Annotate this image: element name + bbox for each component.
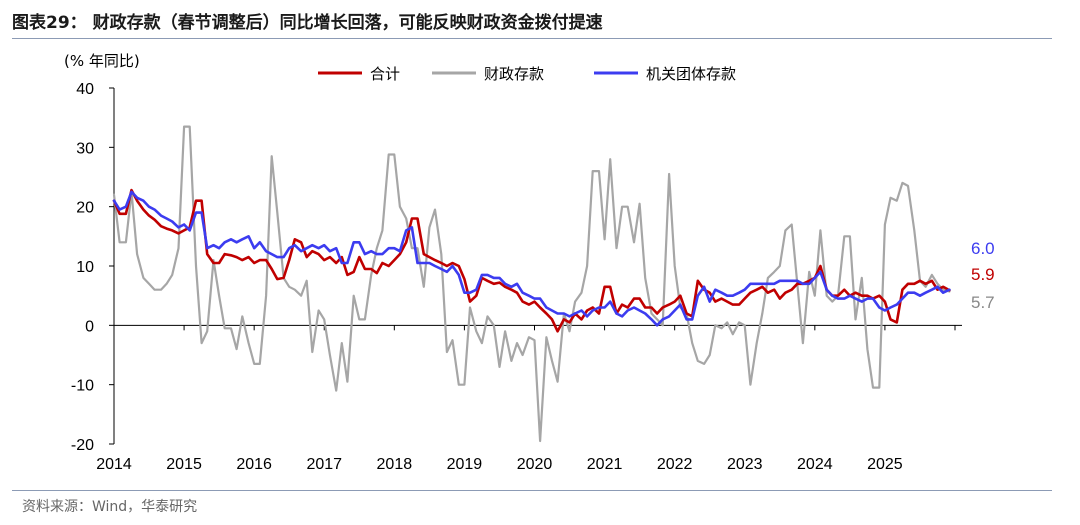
y-tick-label: 10: [76, 259, 94, 276]
x-tick-label: 2021: [587, 456, 623, 473]
end-label-total: 5.9: [971, 265, 995, 284]
x-tick-label: 2023: [727, 456, 763, 473]
x-tick-label: 2022: [657, 456, 693, 473]
y-tick-label: -20: [71, 437, 94, 454]
end-label-institutional: 6.0: [971, 239, 995, 258]
x-tick-label: 2015: [166, 456, 202, 473]
y-tick-label: 20: [76, 200, 94, 217]
x-tick-label: 2018: [377, 456, 413, 473]
series-line-total: [112, 188, 951, 333]
source-note: 资料来源：Wind，华泰研究: [22, 499, 198, 515]
bottom-rule: [12, 490, 1052, 491]
x-tick-label: 2016: [236, 456, 272, 473]
chart-title: 图表29： 财政存款（春节调整后）同比增长回落，可能反映财政资金拨付提速: [12, 13, 603, 33]
legend-label-institutional: 机关团体存款: [646, 65, 736, 83]
end-label-fiscal: 5.7: [971, 293, 995, 312]
top-rule: [12, 38, 1052, 39]
y-tick-label: -10: [71, 378, 94, 395]
x-tick-label: 2019: [447, 456, 483, 473]
series-line-fiscal: [112, 125, 951, 443]
y-tick-label: 0: [85, 318, 94, 335]
y-axis-unit-label: (% 年同比): [64, 52, 140, 70]
x-tick-label: 2025: [867, 456, 903, 473]
x-tick-label: 2020: [517, 456, 553, 473]
x-tick-label: 2017: [306, 456, 342, 473]
y-tick-label: 40: [76, 81, 94, 98]
series-line-institutional: [112, 190, 951, 327]
x-tick-label: 2024: [797, 456, 833, 473]
x-tick-label: 2014: [96, 456, 132, 473]
legend-label-fiscal: 财政存款: [484, 65, 544, 83]
legend-label-total: 合计: [370, 65, 400, 83]
line-chart: (% 年同比) -20 -10 0 10 20 30 40 2014 2015 2016 2017 20…: [64, 52, 995, 473]
y-tick-label: 30: [76, 140, 94, 157]
